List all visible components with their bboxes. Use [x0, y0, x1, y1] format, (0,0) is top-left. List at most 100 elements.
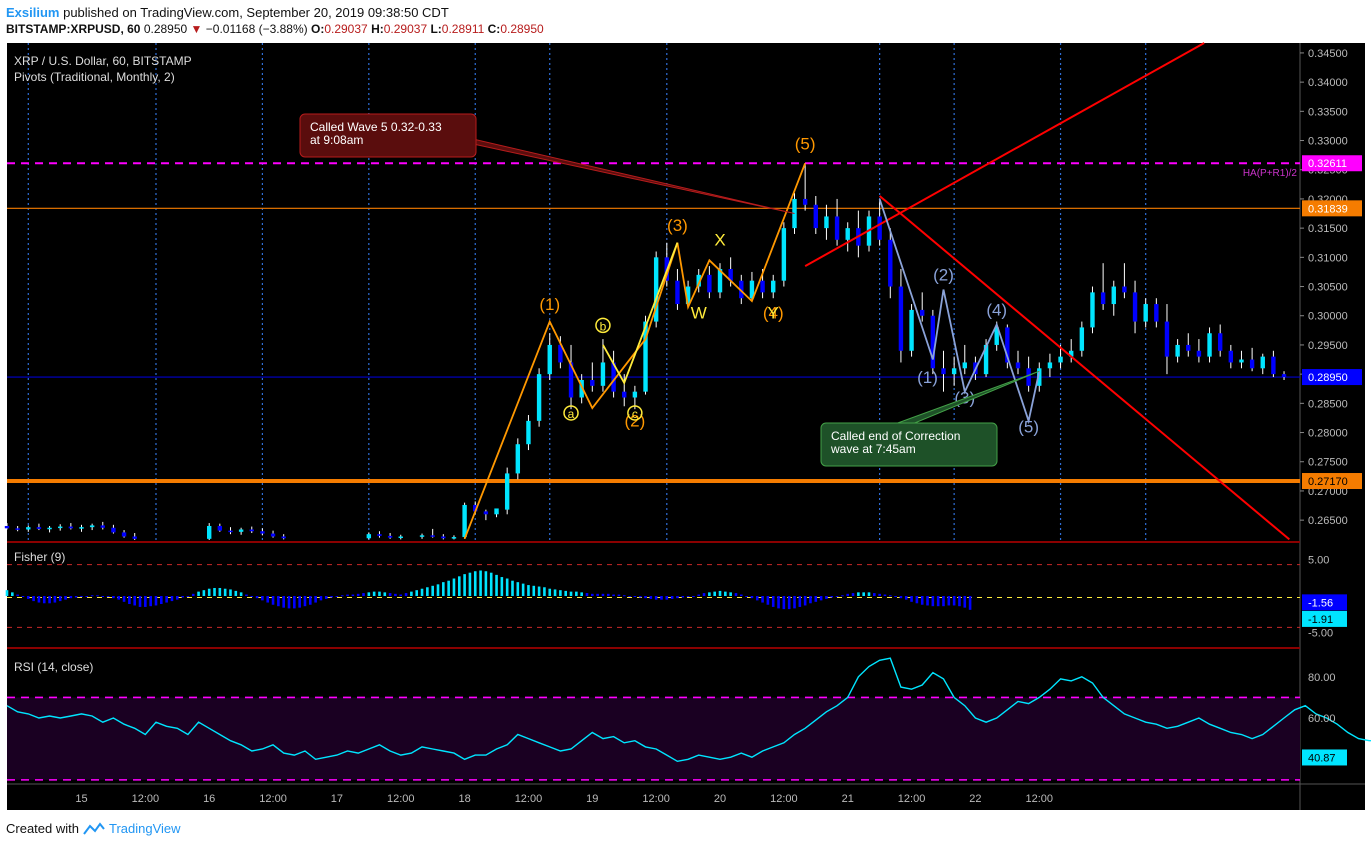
down-arrow-icon: ▼: [190, 22, 203, 36]
fisher-bar: [271, 596, 275, 605]
fisher-bar: [612, 594, 615, 596]
fisher-bar: [862, 592, 865, 596]
price-tick-label: 0.33500: [1308, 106, 1348, 118]
wave-label: (2): [933, 266, 954, 285]
fisher-bar: [234, 590, 238, 596]
candle-body: [281, 536, 286, 539]
fisher-bar: [351, 594, 355, 596]
fisher-bar: [745, 596, 748, 597]
fisher-bar: [676, 596, 679, 599]
symbol-name: BITSTAMP:XRPUSD, 60: [6, 22, 141, 36]
candle-body: [685, 286, 691, 305]
candle-body: [228, 530, 233, 533]
rsi-value-label: 40.87: [1308, 752, 1336, 764]
candle-body: [398, 536, 403, 538]
candle-body: [15, 528, 20, 530]
fisher-bar: [942, 596, 945, 607]
fisher-bar: [80, 596, 83, 597]
candle-body: [1037, 368, 1042, 386]
fisher-bar: [532, 585, 536, 596]
candle-body: [1143, 304, 1148, 322]
fisher-bar: [197, 591, 200, 596]
candle-body: [1100, 292, 1106, 305]
fisher-bar: [883, 594, 887, 596]
fisher-bar: [814, 596, 818, 602]
candle-body: [707, 274, 712, 293]
fisher-bar: [112, 596, 115, 599]
fisher-bar: [388, 593, 392, 596]
fisher-bar: [591, 593, 594, 596]
time-tick-label: 16: [203, 793, 215, 805]
created-with-text: Created with: [6, 821, 79, 836]
price-label-box-resistance: [1302, 200, 1362, 217]
fisher-bar: [207, 588, 211, 596]
candle-body: [68, 526, 74, 529]
fisher-bar: [968, 596, 972, 610]
candle-body: [771, 280, 776, 293]
fisher-bar: [452, 578, 456, 596]
fisher-bar: [830, 596, 834, 598]
fisher-bar: [303, 596, 307, 607]
fisher-bar: [958, 596, 961, 607]
candle-body: [47, 527, 52, 530]
candle-body: [1228, 350, 1234, 363]
fisher-bar: [96, 595, 99, 597]
candle-body: [653, 257, 659, 322]
candle-body: [217, 525, 223, 531]
candle-body: [739, 280, 744, 299]
fisher-bar: [606, 593, 610, 596]
rsi-value-box: [1302, 749, 1347, 766]
fisher-bar: [750, 596, 754, 599]
fisher-bar: [963, 596, 967, 608]
author-name[interactable]: Exsilium: [6, 5, 60, 20]
callout-text: at 9:08am: [310, 133, 363, 147]
candle-body: [462, 504, 467, 538]
wave-label: (3): [667, 216, 688, 235]
candle-body: [1047, 362, 1053, 369]
high-value: 0.29037: [383, 22, 428, 36]
wave-label: Y: [768, 304, 779, 323]
fisher-bar: [5, 590, 9, 596]
fisher-bar: [48, 596, 51, 604]
candle-body: [206, 525, 212, 539]
candle-body: [249, 529, 254, 532]
callout-text: wave at 7:45am: [830, 442, 916, 456]
fisher-bar: [378, 591, 381, 596]
fisher-bar: [298, 596, 301, 608]
tradingview-logo-icon: [83, 822, 105, 835]
price-tick-label: 0.31000: [1308, 252, 1348, 264]
fisher-value-box: [1302, 594, 1347, 611]
price-tick-label: 0.34000: [1308, 77, 1348, 89]
fisher-bar: [681, 596, 685, 598]
candle-body: [58, 526, 63, 529]
trendline-1: [804, 42, 1205, 267]
candle-body: [419, 535, 425, 537]
candle-body: [441, 536, 446, 539]
price-tick-label: 0.28500: [1308, 398, 1348, 410]
chart-title: XRP / U.S. Dollar, 60, BITSTAMP: [14, 54, 192, 68]
candle-body: [4, 525, 10, 529]
fisher-bar: [713, 591, 716, 596]
fisher-bar: [202, 590, 206, 596]
fisher-bar: [399, 594, 403, 596]
fisher-bar: [894, 596, 897, 597]
fisher-bar: [489, 572, 493, 596]
fisher-bar: [931, 596, 935, 607]
fisher-bar: [718, 590, 722, 596]
wave-circle: [595, 317, 611, 334]
candle-body: [568, 362, 574, 398]
footer: Created with TradingView: [6, 821, 181, 836]
fisher-bar: [878, 593, 881, 596]
candle-body: [100, 525, 105, 528]
pivot-level-label: HA(P+R1)/2: [1243, 168, 1298, 179]
tradingview-brand[interactable]: TradingView: [108, 821, 181, 836]
candle-body: [622, 391, 627, 398]
price-tick-label: 0.34500: [1308, 48, 1348, 60]
fisher-bar: [873, 593, 876, 596]
fisher-bar: [85, 596, 89, 597]
fisher-bar: [841, 595, 844, 597]
fisher-bar: [654, 596, 658, 600]
fisher-bar: [580, 592, 583, 596]
fisher-bar: [314, 596, 317, 603]
